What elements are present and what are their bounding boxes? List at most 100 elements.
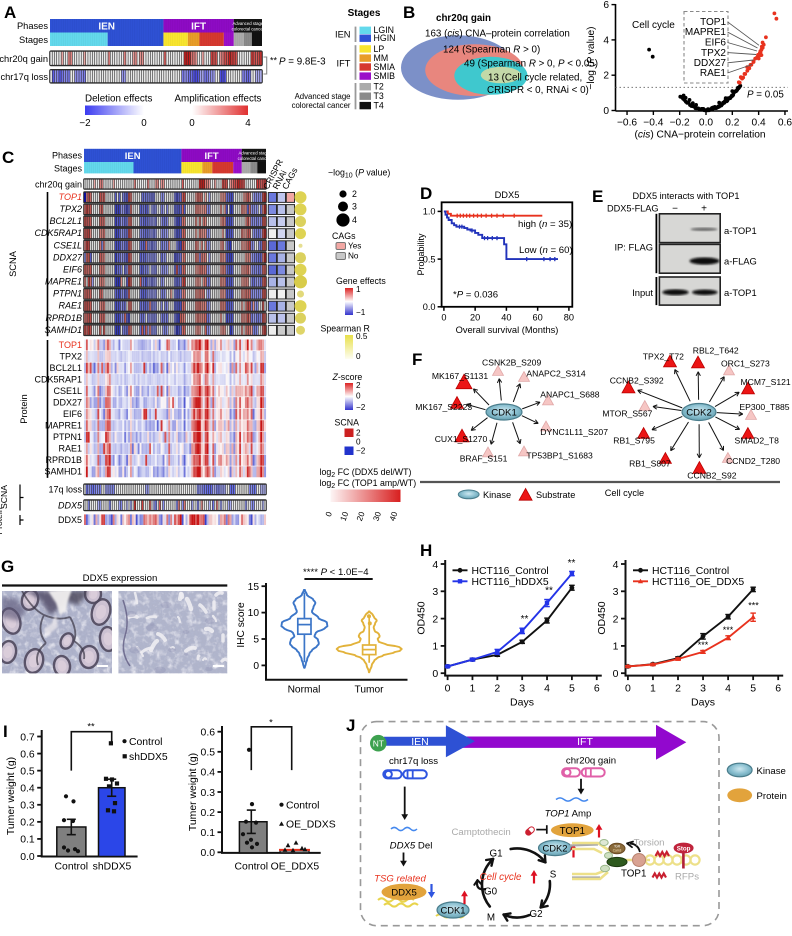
svg-text:TOP1: TOP1 <box>59 340 82 350</box>
svg-text:−: − <box>672 204 678 215</box>
svg-text:0.0: 0.0 <box>423 302 436 312</box>
svg-text:0: 0 <box>253 661 259 672</box>
svg-text:HCT116_Control: HCT116_Control <box>472 566 549 577</box>
svg-text:Low (n = 60): Low (n = 60) <box>519 245 573 256</box>
svg-text:C: C <box>2 148 14 167</box>
svg-text:G1: G1 <box>489 849 502 860</box>
svg-text:CDK5RAP1: CDK5RAP1 <box>34 374 82 384</box>
svg-text:TOP1: TOP1 <box>59 192 82 202</box>
svg-text:DDX5: DDX5 <box>391 888 417 899</box>
svg-text:Stages: Stages <box>19 35 48 45</box>
svg-text:0.5: 0.5 <box>201 748 216 759</box>
svg-text:0: 0 <box>613 668 619 680</box>
svg-text:RBL2_T642: RBL2_T642 <box>693 346 739 356</box>
svg-text:0.3: 0.3 <box>20 801 35 812</box>
svg-text:−1: −1 <box>356 308 366 317</box>
svg-text:2: 2 <box>432 613 438 625</box>
svg-text:HGIN: HGIN <box>374 33 396 43</box>
svg-text:a-FLAG: a-FLAG <box>724 255 757 266</box>
svg-text:2: 2 <box>675 683 681 695</box>
svg-text:0.2: 0.2 <box>201 808 216 819</box>
svg-text:M: M <box>487 913 495 924</box>
svg-text:Protein: Protein <box>19 394 29 423</box>
svg-text:high (n = 35): high (n = 35) <box>518 219 572 230</box>
svg-text:IFT: IFT <box>577 736 593 748</box>
svg-text:EP300_T885: EP300_T885 <box>739 402 789 412</box>
svg-text:DDX5: DDX5 <box>58 515 82 525</box>
svg-text:SMIB: SMIB <box>374 71 396 81</box>
svg-text:40: 40 <box>501 313 511 323</box>
svg-text:TSG related: TSG related <box>374 874 426 885</box>
svg-text:G2: G2 <box>529 909 542 920</box>
svg-text:2: 2 <box>603 71 609 82</box>
svg-text:1: 1 <box>432 641 438 653</box>
svg-text:2: 2 <box>356 381 361 390</box>
svg-text:0.6: 0.6 <box>20 749 35 760</box>
svg-text:3: 3 <box>352 202 357 212</box>
svg-text:TP53BP1_S1683: TP53BP1_S1683 <box>526 451 593 461</box>
svg-text:1: 1 <box>356 285 361 294</box>
svg-text:Control: Control <box>286 801 320 812</box>
svg-text:S: S <box>550 870 557 881</box>
svg-text:EIF6: EIF6 <box>63 264 82 274</box>
svg-text:colorectal cancer: colorectal cancer <box>238 156 271 161</box>
svg-text:RAE1: RAE1 <box>58 444 82 454</box>
svg-text:4: 4 <box>725 683 731 695</box>
svg-text:Days: Days <box>691 697 715 709</box>
svg-text:RAE1: RAE1 <box>58 301 82 311</box>
svg-text:−log (P value): −log (P value) <box>586 26 597 89</box>
svg-text:4: 4 <box>613 559 619 571</box>
svg-text:DDX27: DDX27 <box>53 397 82 407</box>
svg-text:RPRD1B: RPRD1B <box>45 455 82 465</box>
svg-text:−2: −2 <box>79 118 90 129</box>
svg-text:J: J <box>346 716 355 735</box>
svg-text:Stages: Stages <box>348 8 381 19</box>
svg-text:colorectal cancer: colorectal cancer <box>292 101 351 110</box>
svg-text:0.1: 0.1 <box>20 835 35 846</box>
svg-text:BCL2L1: BCL2L1 <box>49 216 82 226</box>
svg-text:IEN: IEN <box>411 736 429 748</box>
svg-text:OE_DDX5: OE_DDX5 <box>271 862 320 873</box>
svg-text:2: 2 <box>352 189 357 199</box>
svg-text:0.2: 0.2 <box>20 818 35 829</box>
svg-text:**: ** <box>270 56 278 66</box>
svg-text:RFPs: RFPs <box>675 872 699 883</box>
svg-text:TPX2: TPX2 <box>59 351 82 361</box>
svg-text:BCL2L1: BCL2L1 <box>49 363 82 373</box>
svg-text:P = 9.8E-3: P = 9.8E-3 <box>279 57 326 68</box>
svg-text:Tumor: Tumor <box>354 685 384 696</box>
svg-text:Torsion: Torsion <box>634 838 665 849</box>
svg-text:6: 6 <box>775 683 781 695</box>
svg-text:0.6: 0.6 <box>778 118 792 129</box>
svg-text:SAMHD1: SAMHD1 <box>44 467 82 477</box>
svg-text:HCT116_Control: HCT116_Control <box>652 566 729 577</box>
svg-text:MK167_S1131: MK167_S1131 <box>432 371 488 381</box>
svg-text:CAGs: CAGs <box>332 231 356 241</box>
svg-text:Tumer weight (g): Tumer weight (g) <box>6 757 17 835</box>
svg-text:PTPN1: PTPN1 <box>53 289 82 299</box>
svg-text:2: 2 <box>494 683 500 695</box>
svg-text:4: 4 <box>544 683 550 695</box>
svg-text:20: 20 <box>470 313 480 323</box>
svg-text:***: *** <box>723 625 734 635</box>
svg-text:80: 80 <box>564 313 574 323</box>
svg-text:MAPRE1: MAPRE1 <box>685 27 727 38</box>
svg-text:SCNA: SCNA <box>0 485 9 509</box>
svg-text:10: 10 <box>248 608 260 619</box>
svg-text:5: 5 <box>750 683 756 695</box>
svg-text:Tumer weight (g): Tumer weight (g) <box>188 753 199 831</box>
svg-text:0.5: 0.5 <box>356 332 368 341</box>
svg-text:1: 1 <box>613 641 619 653</box>
svg-text:0: 0 <box>625 683 631 695</box>
svg-text:4: 4 <box>352 215 357 225</box>
svg-text:F: F <box>412 350 422 369</box>
svg-text:Control: Control <box>235 862 269 873</box>
svg-text:DDX5 Del: DDX5 Del <box>390 841 433 852</box>
svg-text:***: *** <box>748 601 759 611</box>
svg-text:Days: Days <box>510 697 534 709</box>
svg-text:chr17q loss: chr17q loss <box>0 72 48 82</box>
svg-text:Camptothecin: Camptothecin <box>452 827 511 838</box>
svg-text:SCNA: SCNA <box>335 418 360 428</box>
svg-text:CDK2: CDK2 <box>542 843 567 854</box>
svg-text:Cam3: Cam3 <box>613 849 622 853</box>
